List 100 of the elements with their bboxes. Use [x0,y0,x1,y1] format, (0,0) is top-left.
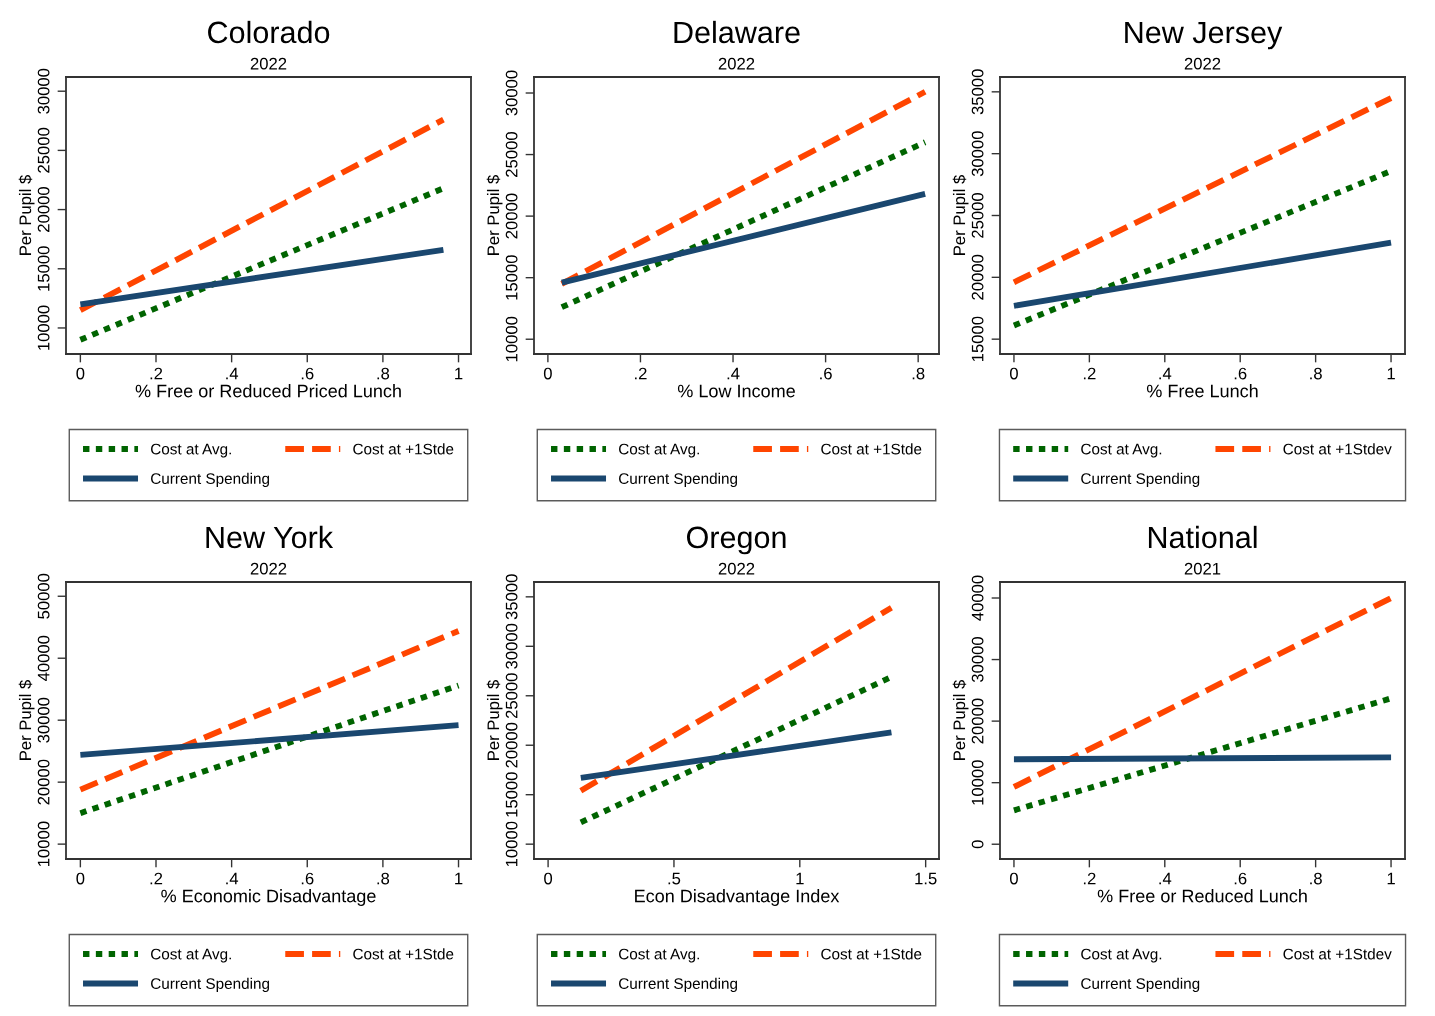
legend-label: Cost at Avg. [151,443,231,458]
y-axis-title: Per Pupil $ [18,680,35,760]
x-tick-label: .8 [377,872,390,885]
x-tick-label: 1 [796,872,804,885]
y-tick-label: 20000 [505,193,518,239]
x-tick-label: .8 [377,367,390,380]
y-tick-label: 20000 [971,254,984,300]
x-tick-label: 1 [1387,367,1395,380]
x-tick-label: .4 [226,367,239,380]
legend-label: Cost at Avg. [1081,948,1162,963]
legend-label: Cost at +1Stde [353,443,454,455]
y-tick-label: 40000 [37,635,50,682]
chart-title: Colorado [208,20,330,44]
legend-label: Current Spending [1081,472,1200,488]
y-axis-title: Per Pupil $ [486,175,503,255]
y-tick-label: 20000 [971,698,984,744]
legend-label: Cost at Avg. [1081,443,1162,458]
legend-label: Cost at +1Stde [821,948,922,960]
y-tick-label: 30000 [37,68,50,114]
x-tick-label: .8 [1310,367,1322,380]
y-tick-label: 10000 [37,821,50,867]
legend-label: Cost at +1Stdev [1283,443,1392,455]
x-tick-label: .2 [1083,367,1096,380]
legend-label: Current Spending [151,472,270,488]
y-tick-label: 30000 [971,131,984,177]
x-axis-title: % Low Income [677,384,795,398]
x-tick-label: 1 [455,367,463,380]
x-tick-label: .5 [668,872,681,885]
x-tick-label: .2 [1083,872,1096,885]
y-tick-label: 35000 [505,574,518,620]
x-tick-label: .2 [150,367,163,380]
legend-label: Cost at +1Stde [353,948,454,960]
y-axis-title: Per Pupil $ [952,175,969,255]
y-tick-label: 10000 [505,821,518,867]
y-tick-label: 10000 [505,316,518,362]
chart-title: Delaware [674,20,800,44]
x-tick-label: .4 [226,872,239,885]
y-tick-label: 25000 [505,132,518,177]
chart-title: National [1148,525,1257,549]
legend-label: Cost at Avg. [619,443,699,458]
y-axis-title: Per Pupil $ [952,680,969,760]
y-tick-label: 40000 [971,575,984,621]
x-tick-label: .6 [1234,872,1247,885]
x-tick-label: 1 [455,872,463,885]
y-tick-label: 15000 [505,772,518,817]
y-tick-label: 20000 [37,759,50,805]
y-axis-title: Per Pupil $ [486,680,503,760]
chart-subtitle: 2022 [1184,57,1221,70]
x-axis-title: % Free or Reduced Lunch [1097,889,1307,903]
x-tick-label: .6 [820,367,832,380]
y-tick-label: 15000 [505,255,518,300]
y-tick-label: 35000 [971,69,984,115]
x-tick-label: 0 [76,367,85,380]
x-tick-label: .8 [1310,872,1322,885]
x-tick-label: .4 [1159,367,1172,380]
x-axis-title: % Free or Reduced Priced Lunch [135,384,401,398]
x-tick-label: .2 [635,367,647,380]
y-tick-label: 50000 [37,573,50,619]
y-tick-label: 30000 [505,623,518,669]
y-tick-label: 20000 [37,187,50,232]
legend-label: Current Spending [1081,977,1200,993]
y-tick-label: 10000 [971,760,984,805]
chart-title: Oregon [686,526,786,555]
y-tick-label: 15000 [971,316,984,362]
chart-subtitle: 2022 [718,57,755,70]
y-axis-title: Per Pupil $ [18,175,35,255]
chart-subtitle: 2022 [250,562,287,575]
legend-label: Current Spending [619,472,738,488]
x-tick-label: 0 [1009,367,1018,380]
x-tick-label: 0 [76,872,85,885]
legend-label: Cost at +1Stde [821,443,922,455]
x-tick-label: .4 [727,367,740,380]
x-tick-label: .2 [150,872,163,885]
y-tick-label: 30000 [37,697,50,743]
y-tick-label: 25000 [37,127,50,173]
chart-title: New York [206,525,334,549]
legend-label: Current Spending [151,977,270,993]
chart-title: New Jersey [1125,21,1283,50]
x-axis-title: % Economic Disadvantage [161,889,376,906]
chart-subtitle: 2022 [250,57,287,70]
x-tick-label: 1.5 [915,872,937,885]
chart-subtitle: 2022 [718,562,755,575]
chart-subtitle: 2021 [1184,562,1221,575]
y-tick-label: 10000 [37,305,50,350]
legend-label: Cost at +1Stdev [1283,948,1392,960]
legend-label: Current Spending [619,977,738,993]
x-tick-label: 0 [544,872,553,885]
x-tick-label: .6 [301,872,314,885]
x-tick-label: 1 [1387,872,1395,885]
y-tick-label: 0 [971,840,984,849]
x-tick-label: .6 [1234,367,1247,380]
x-tick-label: .4 [1159,872,1172,885]
x-tick-label: .6 [301,367,314,380]
y-tick-label: 25000 [505,673,518,719]
x-tick-label: .8 [912,367,925,380]
y-tick-label: 30000 [971,637,984,683]
legend-label: Cost at Avg. [151,948,231,963]
y-tick-label: 30000 [505,70,518,116]
x-axis-title: Econ Disadvantage Index [635,889,840,906]
legend-label: Cost at Avg. [619,948,699,963]
